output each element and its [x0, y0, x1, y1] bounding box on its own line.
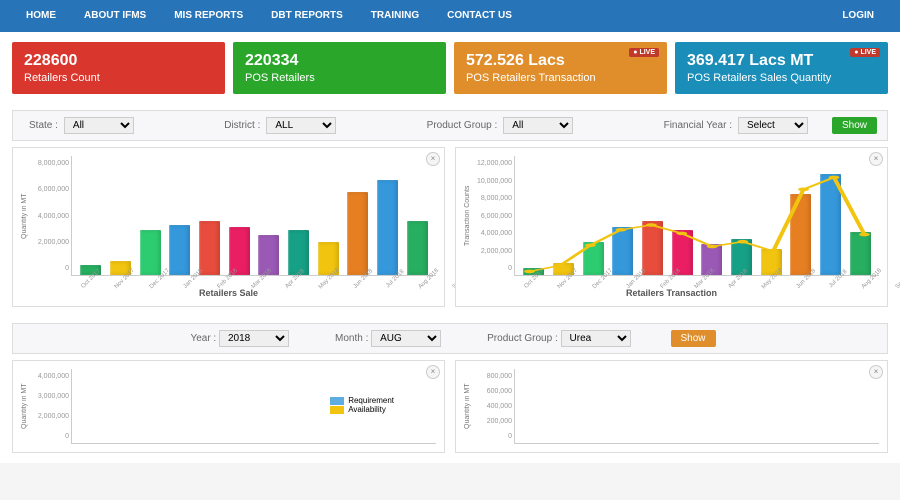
chart-requirement-availability: × RequirementAvailability Quantity in MT… — [12, 360, 445, 453]
card-value: 220334 — [245, 52, 434, 70]
charts-row-2: × RequirementAvailability Quantity in MT… — [0, 360, 900, 463]
bar — [672, 230, 693, 275]
card-value: 228600 — [24, 52, 213, 70]
stat-card: 228600 Retailers Count — [12, 42, 225, 94]
product-group-label: Product Group : — [427, 120, 498, 131]
filter-bar-1: State : All District : ALL Product Group… — [12, 110, 888, 141]
card-label: POS Retailers Transaction — [466, 72, 655, 84]
nav-item[interactable]: HOME — [12, 0, 70, 32]
y-axis-label: Quantity in MT — [21, 369, 31, 444]
nav-item[interactable]: TRAINING — [357, 0, 433, 32]
nav-item[interactable]: MIS REPORTS — [160, 0, 257, 32]
chart-retailers-sale: × Quantity in MT 8,000,0006,000,0004,000… — [12, 147, 445, 307]
bars-area-4 — [514, 369, 879, 444]
card-label: Retailers Count — [24, 72, 213, 84]
bars-area-2 — [514, 156, 879, 276]
bar — [377, 180, 398, 275]
nav-item[interactable]: ABOUT IFMS — [70, 0, 160, 32]
y-axis-label: Transaction Counts — [464, 156, 474, 276]
chart-title: Retailers Transaction — [464, 288, 879, 298]
y-axis-ticks-2: 12,000,00010,000,0008,000,0006,000,0004,… — [474, 156, 514, 276]
month-select[interactable]: AUG — [371, 330, 441, 347]
nav-links: HOMEABOUT IFMSMIS REPORTSDBT REPORTSTRAI… — [12, 0, 526, 32]
bar — [347, 192, 368, 275]
stat-card: ● LIVE572.526 Lacs POS Retailers Transact… — [454, 42, 667, 94]
bar — [642, 221, 663, 275]
product-group-select[interactable]: All — [503, 117, 573, 134]
state-select[interactable]: All — [64, 117, 134, 134]
stat-cards: 228600 Retailers Count 220334 POS Retailers… — [0, 32, 900, 104]
nav-item[interactable]: DBT REPORTS — [257, 0, 357, 32]
navbar: HOMEABOUT IFMSMIS REPORTSDBT REPORTSTRAI… — [0, 0, 900, 32]
state-label: State : — [29, 120, 58, 131]
x-labels-2: Oct 2017Nov 2017Dec 2017Jan 2018Feb 2018… — [514, 276, 879, 282]
year-select[interactable]: 2018 — [219, 330, 289, 347]
charts-row-1: × Quantity in MT 8,000,0006,000,0004,000… — [0, 147, 900, 317]
year-label: Year : — [190, 333, 216, 344]
bar — [199, 221, 220, 275]
live-badge: ● LIVE — [629, 48, 659, 57]
bars-area-3 — [71, 369, 436, 444]
card-value: 369.417 Lacs MT — [687, 52, 876, 70]
bar — [229, 227, 250, 275]
card-value: 572.526 Lacs — [466, 52, 655, 70]
bar — [583, 242, 604, 275]
y-axis-ticks-3: 4,000,0003,000,0002,000,0000 — [31, 369, 71, 444]
bar — [790, 194, 811, 275]
bar — [169, 225, 190, 275]
bar — [140, 230, 161, 275]
y-axis-label: Quantity in MT — [21, 156, 31, 276]
show-button-2[interactable]: Show — [671, 330, 716, 347]
chart-title: Retailers Sale — [21, 288, 436, 298]
bars-area-1 — [71, 156, 436, 276]
district-select[interactable]: ALL — [266, 117, 336, 134]
x-labels-1: Oct 2017Nov 2017Dec 2017Jan 2018Feb 2018… — [71, 276, 436, 282]
stat-card: ● LIVE369.417 Lacs MT POS Retailers Sales… — [675, 42, 888, 94]
bar — [850, 232, 871, 275]
financial-year-select[interactable]: Select — [738, 117, 808, 134]
month-label: Month : — [335, 333, 368, 344]
product-group-label-2: Product Group : — [487, 333, 558, 344]
bar — [612, 227, 633, 275]
bar — [288, 230, 309, 275]
y-axis-ticks-4: 800,000600,000400,000200,0000 — [474, 369, 514, 444]
login-link[interactable]: LOGIN — [828, 0, 888, 32]
chart-retailers-transaction: × Transaction Counts 12,000,00010,000,00… — [455, 147, 888, 307]
card-label: POS Retailers — [245, 72, 434, 84]
card-label: POS Retailers Sales Quantity — [687, 72, 876, 84]
financial-year-label: Financial Year : — [664, 120, 732, 131]
district-label: District : — [224, 120, 260, 131]
live-badge: ● LIVE — [850, 48, 880, 57]
filter-bar-2: Year : 2018 Month : AUG Product Group : … — [12, 323, 888, 354]
chart-multi-bars: × Quantity in MT 800,000600,000400,00020… — [455, 360, 888, 453]
bar — [820, 174, 841, 275]
stat-card: 220334 POS Retailers — [233, 42, 446, 94]
bar — [407, 221, 428, 275]
show-button[interactable]: Show — [832, 117, 877, 134]
nav-item[interactable]: CONTACT US — [433, 0, 526, 32]
product-group-select-2[interactable]: Urea — [561, 330, 631, 347]
y-axis-ticks-1: 8,000,0006,000,0004,000,0002,000,0000 — [31, 156, 71, 276]
y-axis-label: Quantity in MT — [464, 369, 474, 444]
